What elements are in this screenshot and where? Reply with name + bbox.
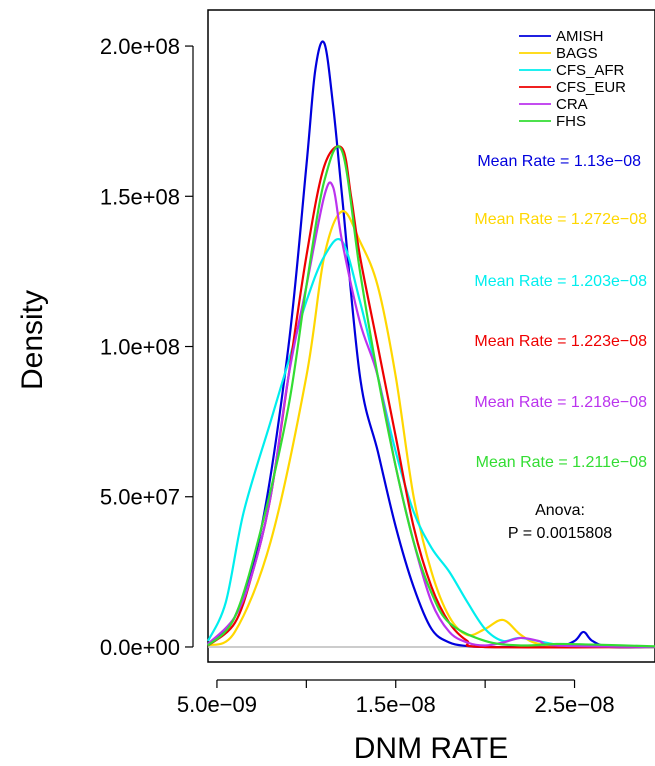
series-line-bags: [207, 210, 655, 649]
y-tick-label: 1.5e+08: [100, 184, 180, 209]
mean-rate-label: Mean Rate = 1.13e−08: [477, 153, 641, 170]
mean-rate-label: Mean Rate = 1.272e−08: [474, 211, 647, 228]
legend-label: CFS_EUR: [556, 79, 626, 96]
density-curves: [207, 40, 655, 649]
legend-label: CFS_AFR: [556, 62, 625, 79]
series-line-amish: [207, 40, 655, 649]
x-tick-label: 5.0e−09: [177, 692, 257, 717]
mean-rate-label: Mean Rate = 1.203e−08: [474, 273, 647, 290]
mean-rate-label: Mean Rate = 1.218e−08: [474, 394, 647, 411]
legend-label: FHS: [556, 113, 586, 130]
series-line-cra: [207, 181, 655, 649]
y-axis: 0.0e+00 5.0e+07 1.0e+08 1.5e+08 2.0e+08: [100, 34, 194, 660]
y-tick-label: 1.0e+08: [100, 335, 180, 360]
anova-p-value: P = 0.0015808: [508, 525, 612, 542]
x-axis-title: DNM RATE: [354, 732, 508, 765]
legend-label: CRA: [556, 96, 588, 113]
legend-label: BAGS: [556, 45, 598, 62]
legend-label: AMISH: [556, 28, 604, 45]
y-tick-label: 0.0e+00: [100, 635, 180, 660]
x-tick-label: 1.5e−08: [356, 692, 436, 717]
anova-label: Anova:: [535, 502, 585, 519]
annotations: Mean Rate = 1.13e−08 Mean Rate = 1.272e−0…: [474, 153, 647, 542]
y-tick-label: 2.0e+08: [100, 34, 180, 59]
series-line-fhs: [207, 145, 655, 648]
x-tick-label: 2.5e−08: [534, 692, 614, 717]
y-axis-title: Density: [16, 290, 49, 390]
y-tick-label: 5.0e+07: [100, 485, 180, 510]
x-axis: 5.0e−09 1.5e−08 2.5e−08: [177, 679, 615, 717]
mean-rate-label: Mean Rate = 1.211e−08: [476, 454, 647, 471]
plot-area-box: [207, 9, 655, 663]
mean-rate-label: Mean Rate = 1.223e−08: [474, 333, 647, 350]
